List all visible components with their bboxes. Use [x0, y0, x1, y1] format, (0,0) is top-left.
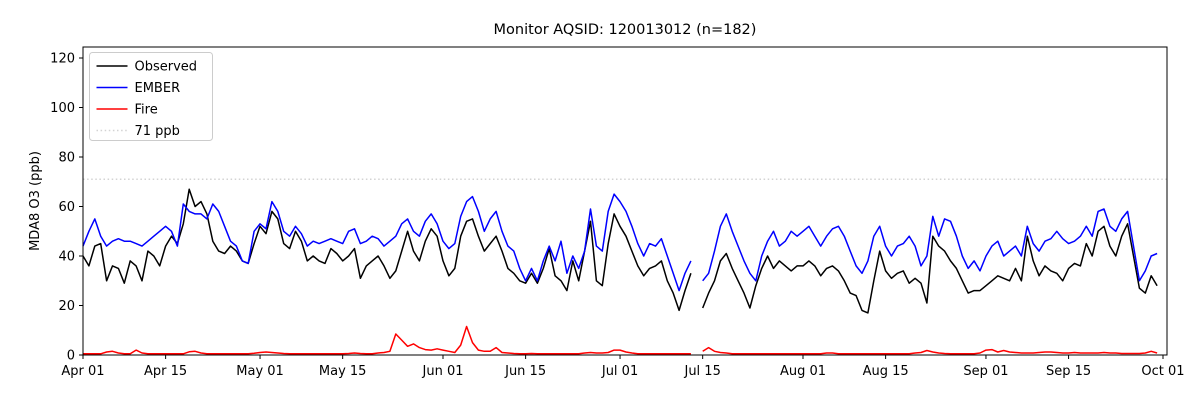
series-line-ember	[82, 193, 692, 292]
legend-label-observed: Observed	[135, 60, 198, 75]
y-tick-label: 20	[58, 299, 75, 314]
x-tick-label: Jul 15	[683, 364, 720, 379]
legend-box	[89, 52, 213, 141]
y-tick-label: 60	[58, 200, 75, 215]
x-tick-label: Jun 01	[422, 364, 464, 379]
series-line-fire	[83, 325, 691, 355]
legend-label-ember: EMBER	[135, 81, 181, 96]
series-line-observed	[702, 223, 1158, 314]
y-axis-label: MDA8 O3 (ppb)	[28, 151, 43, 251]
x-tick-label: Aug 01	[780, 364, 826, 379]
y-tick-label: 0	[67, 349, 75, 364]
x-tick-label: Jul 01	[601, 364, 638, 379]
y-tick-label: 120	[50, 52, 75, 67]
x-tick-label: May 01	[236, 364, 284, 379]
x-tick-label: Apr 01	[61, 364, 104, 379]
plot-area: 0 20 40 60 80 100 120 Apr 01 Apr 15 May 01 May 15 J…	[50, 46, 1185, 379]
series-line-ember	[702, 208, 1158, 282]
x-tick-label: Sep 01	[963, 364, 1008, 379]
plot-frame	[82, 46, 1168, 356]
x-tick-label: Sep 15	[1046, 364, 1091, 379]
x-tick-label: Apr 15	[144, 364, 187, 379]
series-line-observed	[82, 188, 692, 312]
x-tick-label: Aug 15	[863, 364, 909, 379]
x-tick-label: Oct 01	[1141, 364, 1184, 379]
series-line-fire	[702, 346, 1158, 355]
y-tick-label: 40	[58, 250, 75, 265]
legend-label-71-ppb: 71 ppb	[135, 124, 180, 139]
y-tick-label: 100	[50, 101, 75, 116]
y-tick-label: 80	[58, 151, 75, 166]
chart-title: Monitor AQSID: 120013012 (n=182)	[494, 22, 757, 38]
legend-label-fire: Fire	[135, 103, 158, 118]
x-tick-label: May 15	[319, 364, 367, 379]
x-tick-label: Jun 15	[504, 364, 546, 379]
